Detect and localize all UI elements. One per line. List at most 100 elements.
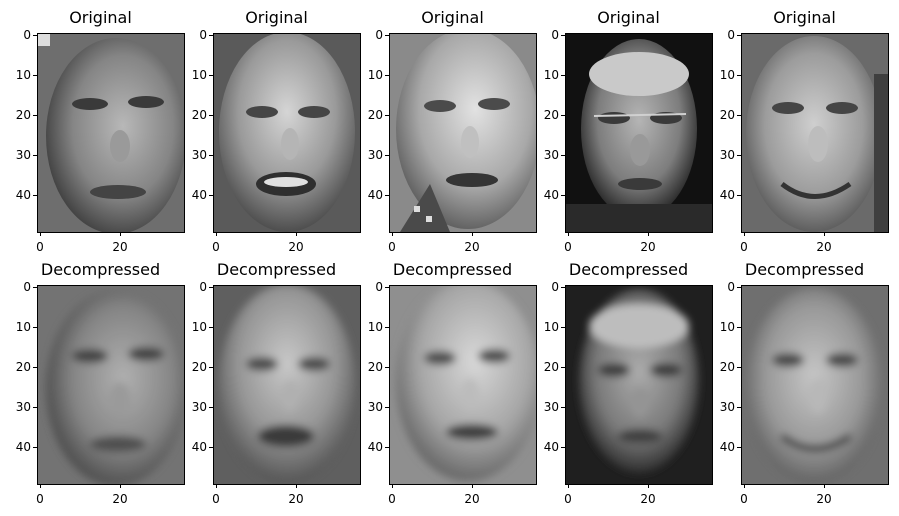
y-tick-mark <box>33 407 37 408</box>
x-tick-label: 0 <box>729 240 759 254</box>
x-tick-label: 20 <box>457 492 487 506</box>
x-tick-mark <box>744 232 745 236</box>
y-tick-mark <box>561 195 565 196</box>
y-tick-mark <box>737 327 741 328</box>
y-tick-label: 30 <box>365 148 383 162</box>
y-tick-label: 30 <box>717 148 735 162</box>
y-tick-mark <box>385 407 389 408</box>
x-tick-label: 20 <box>281 240 311 254</box>
y-tick-mark <box>209 367 213 368</box>
x-tick-label: 0 <box>553 492 583 506</box>
face-panel-decompressed-5: Decompressed 0 10 20 30 40 0 20 <box>717 260 892 500</box>
face-image-frame <box>389 33 537 233</box>
y-tick-mark <box>561 327 565 328</box>
x-tick-mark <box>216 484 217 488</box>
y-tick-label: 10 <box>541 320 559 334</box>
y-tick-label: 20 <box>717 360 735 374</box>
face-image-frame <box>741 285 889 485</box>
x-tick-label: 0 <box>377 240 407 254</box>
panel-title: Decompressed <box>717 260 892 280</box>
x-tick-label: 0 <box>25 240 55 254</box>
y-tick-label: 20 <box>541 108 559 122</box>
y-tick-label: 40 <box>365 440 383 454</box>
y-tick-label: 0 <box>717 28 735 42</box>
y-tick-label: 20 <box>13 360 31 374</box>
y-tick-label: 0 <box>541 28 559 42</box>
y-tick-mark <box>385 115 389 116</box>
y-tick-mark <box>209 155 213 156</box>
y-tick-label: 0 <box>541 280 559 294</box>
face-image <box>38 34 184 232</box>
y-tick-label: 20 <box>365 360 383 374</box>
x-tick-label: 0 <box>201 240 231 254</box>
y-tick-label: 0 <box>13 28 31 42</box>
face-image-frame <box>37 285 185 485</box>
x-tick-mark <box>392 232 393 236</box>
face-panel-original-1: Original 0 10 20 30 40 0 20 <box>13 8 188 248</box>
y-tick-label: 10 <box>717 320 735 334</box>
face-panel-decompressed-2: Decompressed 0 10 20 30 40 0 20 <box>189 260 364 500</box>
y-tick-mark <box>561 287 565 288</box>
x-tick-mark <box>472 232 473 236</box>
y-tick-label: 0 <box>365 28 383 42</box>
y-tick-label: 40 <box>365 188 383 202</box>
y-tick-mark <box>33 195 37 196</box>
y-tick-mark <box>33 75 37 76</box>
y-tick-mark <box>209 407 213 408</box>
x-tick-label: 0 <box>553 240 583 254</box>
y-tick-label: 0 <box>189 28 207 42</box>
y-tick-label: 10 <box>189 320 207 334</box>
x-tick-mark <box>824 232 825 236</box>
y-tick-label: 40 <box>13 188 31 202</box>
x-tick-mark <box>648 484 649 488</box>
face-image-frame <box>565 33 713 233</box>
y-tick-mark <box>737 447 741 448</box>
y-tick-label: 30 <box>365 400 383 414</box>
y-tick-mark <box>561 115 565 116</box>
y-tick-mark <box>561 407 565 408</box>
face-panel-original-2: Original 0 10 20 30 40 0 20 <box>189 8 364 248</box>
y-tick-mark <box>385 195 389 196</box>
y-tick-label: 20 <box>13 108 31 122</box>
y-tick-mark <box>561 447 565 448</box>
y-tick-label: 30 <box>541 148 559 162</box>
y-tick-label: 10 <box>541 68 559 82</box>
face-image <box>390 286 536 484</box>
y-tick-label: 30 <box>189 400 207 414</box>
y-tick-label: 20 <box>365 108 383 122</box>
y-tick-mark <box>561 155 565 156</box>
face-panel-original-5: Original 0 10 20 30 40 0 20 <box>717 8 892 248</box>
x-tick-label: 20 <box>105 240 135 254</box>
face-image <box>390 34 536 232</box>
face-image-frame <box>565 285 713 485</box>
face-panel-decompressed-1: Decompressed 0 10 20 30 40 0 20 <box>13 260 188 500</box>
y-tick-mark <box>737 195 741 196</box>
y-tick-mark <box>209 75 213 76</box>
y-tick-mark <box>209 327 213 328</box>
x-tick-mark <box>824 484 825 488</box>
x-tick-mark <box>744 484 745 488</box>
x-tick-label: 0 <box>729 492 759 506</box>
y-tick-mark <box>385 75 389 76</box>
y-tick-label: 20 <box>717 108 735 122</box>
face-panel-decompressed-3: Decompressed 0 10 20 30 40 0 20 <box>365 260 540 500</box>
y-tick-label: 40 <box>189 440 207 454</box>
x-tick-label: 20 <box>281 492 311 506</box>
y-tick-label: 10 <box>717 68 735 82</box>
x-tick-mark <box>472 484 473 488</box>
x-tick-mark <box>568 484 569 488</box>
panel-title: Decompressed <box>365 260 540 280</box>
y-tick-mark <box>209 35 213 36</box>
y-tick-label: 10 <box>365 68 383 82</box>
x-tick-label: 20 <box>809 492 839 506</box>
y-tick-mark <box>209 195 213 196</box>
y-tick-mark <box>33 115 37 116</box>
x-tick-mark <box>216 232 217 236</box>
x-tick-mark <box>568 232 569 236</box>
y-tick-label: 10 <box>365 320 383 334</box>
y-tick-mark <box>737 115 741 116</box>
panel-title: Original <box>13 8 188 28</box>
y-tick-mark <box>209 287 213 288</box>
face-image-frame <box>213 285 361 485</box>
y-tick-label: 40 <box>13 440 31 454</box>
